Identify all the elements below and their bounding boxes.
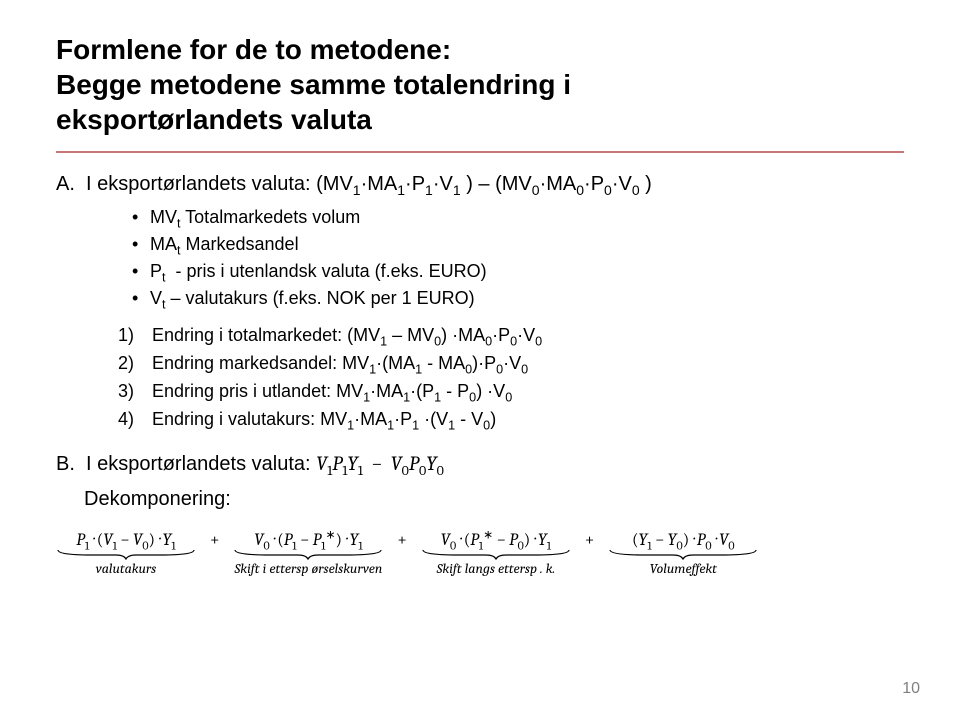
numbered-2: 2) Endring markedsandel: MV1·(MA1 - MA0)… [118, 350, 904, 378]
plus-1: + [210, 531, 219, 550]
section-a-bullets: MVt Totalmarkedets volum MAt Markedsande… [92, 204, 904, 312]
term-caption: Skift langs ettersp . k. [437, 560, 556, 577]
num-label: 1) [118, 322, 152, 350]
plus-2: + [397, 531, 406, 550]
page-number: 10 [902, 680, 920, 698]
bullet-mv: MVt Totalmarkedets volum [132, 204, 904, 231]
decomposition-formula: P1 · (V1 − V0) · Y1 valutakurs + V0 · (P… [56, 531, 904, 577]
num-text: Endring i valutakurs: MV1·MA1·P1 ·(V1 - … [152, 406, 496, 434]
title-line-3: eksportørlandets valuta [56, 102, 904, 137]
term-volumeffekt: (Y1 − Y0) · P0 · V0 Volumeffekt [608, 531, 758, 577]
title-line-1: Formlene for de to metodene: [56, 32, 904, 67]
num-text: Endring pris i utlandet: MV1·MA1·(P1 - P… [152, 378, 512, 406]
bullet-ma: MAt Markedsandel [132, 231, 904, 258]
slide-title: Formlene for de to metodene: Begge metod… [56, 32, 904, 137]
term-skift-etterspkurve: V0 · (P1 − P1∗) · Y1 Skift i ettersp ørs… [233, 531, 383, 577]
section-a-numbered: 1) Endring i totalmarkedet: (MV1 – MV0) … [118, 322, 904, 434]
title-line-2: Begge metodene samme totalendring i [56, 67, 904, 102]
term-caption: Skift i ettersp ørselskurven [234, 560, 382, 577]
underbrace-icon [56, 548, 196, 560]
numbered-1: 1) Endring i totalmarkedet: (MV1 – MV0) … [118, 322, 904, 350]
plus-3: + [585, 531, 594, 550]
section-b-decomp: Dekomponering: [84, 486, 904, 513]
underbrace-icon [233, 548, 383, 560]
num-label: 4) [118, 406, 152, 434]
num-label: 3) [118, 378, 152, 406]
underbrace-icon [421, 548, 571, 560]
term-caption: Volumeffekt [650, 560, 717, 577]
numbered-3: 3) Endring pris i utlandet: MV1·MA1·(P1 … [118, 378, 904, 406]
term-valutakurs: P1 · (V1 − V0) · Y1 valutakurs [56, 531, 196, 577]
section-a-lead: A. I eksportørlandets valuta: (MV1·MA1·P… [56, 171, 904, 198]
term-caption: valutakurs [96, 560, 157, 577]
numbered-4: 4) Endring i valutakurs: MV1·MA1·P1 ·(V1… [118, 406, 904, 434]
title-divider [56, 151, 904, 153]
num-text: Endring i totalmarkedet: (MV1 – MV0) ·MA… [152, 322, 542, 350]
underbrace-icon [608, 548, 758, 560]
num-text: Endring markedsandel: MV1·(MA1 - MA0)·P0… [152, 350, 528, 378]
bullet-v: Vt – valutakurs (f.eks. NOK per 1 EURO) [132, 285, 904, 312]
term-skift-langs: V0 · (P1∗ − P0) · Y1 Skift langs ettersp… [421, 531, 571, 577]
section-b-lead: B. I eksportørlandets valuta: V1P1Y1 − V… [56, 450, 904, 478]
num-label: 2) [118, 350, 152, 378]
bullet-p: Pt - pris i utenlandsk valuta (f.eks. EU… [132, 258, 904, 285]
